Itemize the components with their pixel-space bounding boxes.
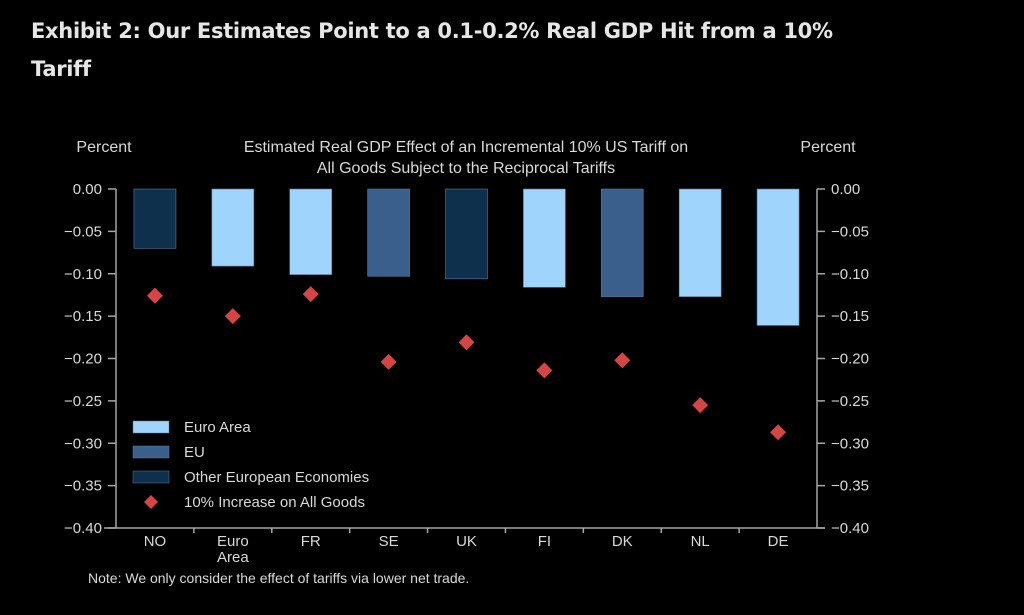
y-tick-label-left: −0.10 — [64, 266, 102, 283]
x-tick-label: FI — [538, 533, 551, 550]
legend-swatch-other — [132, 470, 170, 484]
diamond-marker-dk — [614, 352, 631, 369]
bar-se — [367, 188, 410, 277]
y-tick-label-right: −0.15 — [831, 308, 869, 325]
bar-nl — [678, 188, 722, 297]
bar-de — [756, 188, 800, 326]
legend-label: Other European Economies — [184, 469, 369, 486]
y-tick-label-right: −0.10 — [831, 266, 869, 283]
y-axis-label-left: Percent — [76, 139, 132, 156]
y-tick-label-right: −0.35 — [831, 478, 869, 495]
exhibit-title: Exhibit 2: Our Estimates Point to a 0.1-… — [31, 19, 833, 81]
y-tick-label-left: 0.00 — [73, 181, 102, 198]
x-tick-label: DK — [612, 533, 633, 550]
bar-euro-area — [211, 188, 255, 267]
y-tick-label-left: −0.30 — [64, 435, 102, 452]
x-tick-label: FR — [301, 533, 321, 550]
x-tick-label: NL — [691, 533, 710, 550]
diamond-marker-de — [770, 424, 787, 441]
chart-title-line-2: All Goods Subject to the Reciprocal Tari… — [317, 160, 615, 177]
x-tick-label: Euro — [217, 533, 249, 550]
y-tick-label-right: −0.30 — [831, 435, 869, 452]
x-tick-label: DE — [768, 533, 789, 550]
bar-uk — [445, 188, 488, 280]
chart-note: Note: We only consider the effect of tar… — [88, 570, 469, 586]
legend-swatch-euro-area — [132, 420, 170, 434]
legend-label: EU — [184, 444, 205, 461]
diamond-marker-uk — [458, 334, 475, 351]
diamond-marker-no — [146, 287, 163, 304]
y-tick-label-right: −0.20 — [831, 351, 869, 368]
y-tick-label-left: −0.40 — [64, 520, 102, 537]
bar-dk — [600, 188, 644, 297]
legend-diamond-icon — [144, 495, 158, 509]
y-axis-label-right: Percent — [800, 139, 856, 156]
y-tick-label-right: −0.25 — [831, 393, 869, 410]
x-tick-label: UK — [456, 533, 477, 550]
y-tick-label-right: −0.05 — [831, 223, 869, 240]
diamond-marker-fi — [536, 362, 553, 379]
diamond-marker-se — [380, 353, 397, 370]
legend-label: 10% Increase on All Goods — [184, 494, 365, 511]
diamond-marker-euro-area — [224, 308, 241, 325]
bar-fi — [523, 188, 566, 288]
legend-label: Euro Area — [184, 419, 251, 436]
y-tick-label-right: −0.40 — [831, 520, 869, 537]
y-tick-label-left: −0.20 — [64, 351, 102, 368]
diamond-marker-fr — [302, 286, 319, 303]
y-tick-label-left: −0.05 — [64, 223, 102, 240]
x-tick-label: SE — [379, 533, 399, 550]
y-tick-label-left: −0.15 — [64, 308, 102, 325]
chart-title-line-1: Estimated Real GDP Effect of an Incremen… — [244, 139, 688, 156]
legend-swatch-eu — [132, 445, 170, 459]
bar-fr — [289, 188, 333, 275]
x-tick-label: NO — [144, 533, 167, 550]
y-tick-label-left: −0.25 — [64, 393, 102, 410]
x-tick-label: Area — [217, 549, 249, 566]
y-tick-label-right: 0.00 — [831, 181, 860, 198]
bar-no — [133, 188, 177, 249]
y-tick-label-left: −0.35 — [64, 478, 102, 495]
diamond-marker-nl — [692, 397, 709, 414]
